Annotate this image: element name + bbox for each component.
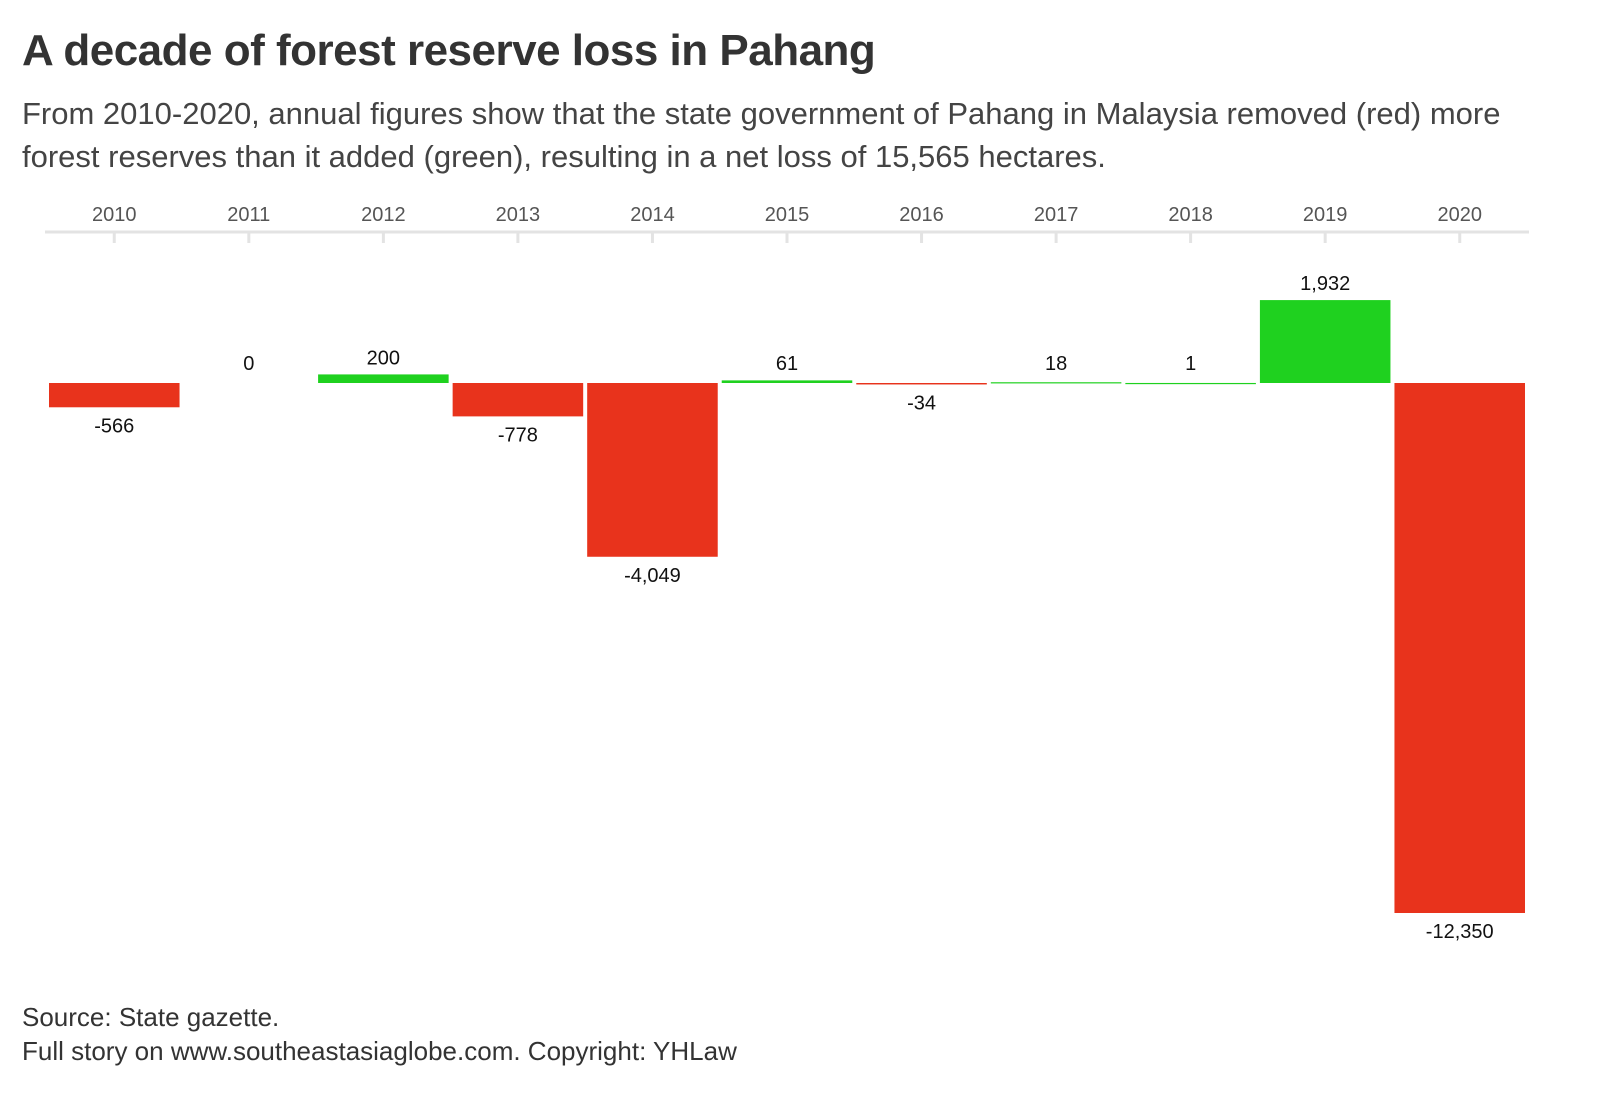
data-label-2016: -34 [907,392,936,414]
data-label-2013: -778 [498,424,538,446]
x-axis-tick-labels: 2010 2011 2012 2013 2014 2015 2016 2017 2018 2019… [92,204,1482,226]
x-tick-label-2019: 2019 [1303,204,1348,226]
data-label-2015: 61 [776,353,798,375]
data-label-2011: 0 [243,353,254,375]
bar-2017 [990,382,1122,384]
data-label-2010: -566 [94,415,134,437]
source-note: Source: State gazette. [22,1002,280,1032]
x-tick-label-2012: 2012 [361,204,406,226]
data-label-2019: 1,932 [1300,273,1350,295]
bar-2012 [318,374,449,383]
bar-2013 [452,383,584,417]
chart-subtitle: From 2010-2020, annual figures show that… [22,96,1501,174]
bar-2016 [856,383,987,385]
x-tick-label-2020: 2020 [1437,204,1482,226]
data-label-2018: 1 [1185,353,1196,375]
bars [49,300,1525,913]
data-label-2012: 200 [367,347,400,369]
bar-2019 [1259,300,1391,383]
bar-2018 [1125,382,1256,385]
x-tick-label-2011: 2011 [227,204,270,226]
footer: Source: State gazette. Full story on www… [22,1000,737,1068]
data-label-2014: -4,049 [624,565,681,587]
data-labels: -566 0 200 -778 -4,049 61 -34 18 1 1,932 -12,350 [94,273,1493,943]
x-tick-label-2016: 2016 [899,204,944,226]
x-tick-label-2010: 2010 [92,204,137,226]
credit-note: Full story on www.southeastasiaglobe.com… [22,1036,737,1066]
x-tick-label-2018: 2018 [1168,204,1213,226]
chart-title: A decade of forest reserve loss in Pahan… [22,26,876,75]
x-axis-ticks [112,232,1462,243]
data-label-2017: 18 [1045,353,1067,375]
bar-2010 [49,383,180,408]
bar-2014 [587,383,718,557]
bar-chart: 2010 2011 2012 2013 2014 2015 2016 2017 2018 2019… [45,204,1529,943]
x-tick-label-2017: 2017 [1034,204,1079,226]
x-tick-label-2014: 2014 [630,204,675,226]
x-tick-label-2015: 2015 [765,204,810,226]
x-tick-label-2013: 2013 [496,204,541,226]
bar-2015 [721,380,853,383]
bar-2020 [1394,383,1525,913]
data-label-2020: -12,350 [1426,921,1494,943]
